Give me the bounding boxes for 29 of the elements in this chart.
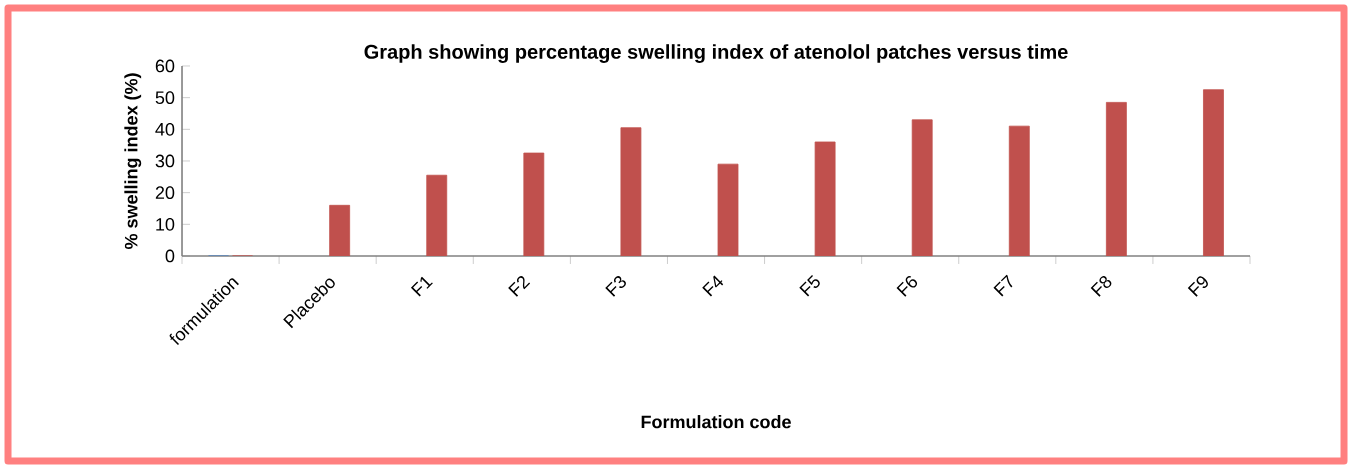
bar <box>1105 102 1127 256</box>
y-tick-label: 20 <box>155 186 175 200</box>
chart-title: Graph showing percentage swelling index of atenolol patches versus time <box>364 44 1068 63</box>
y-axis-title: % swelling index (%) <box>124 73 142 250</box>
bar <box>620 127 642 256</box>
bar <box>426 174 448 256</box>
y-tick-label: 50 <box>155 91 175 105</box>
x-tick-label: F8 <box>1090 276 1112 297</box>
y-tick-label: 40 <box>155 122 175 136</box>
y-tick-label: 60 <box>155 59 175 73</box>
bar <box>329 204 351 256</box>
y-tick-label: 0 <box>165 249 175 263</box>
y-tick-label: 10 <box>156 217 175 231</box>
x-tick-label: F7 <box>993 274 1013 297</box>
x-tick-label: F5 <box>799 275 820 297</box>
x-tick-label: F9 <box>1187 276 1208 297</box>
x-tick-label: F6 <box>896 276 918 297</box>
bar <box>523 152 545 256</box>
x-tick-label: F2 <box>508 276 531 297</box>
bar <box>1203 89 1224 256</box>
x-tick-label: F4 <box>702 275 724 297</box>
x-axis-title: Formulation code <box>641 415 791 429</box>
x-tick-label: F3 <box>605 276 626 297</box>
x-tick-label: F1 <box>410 276 433 297</box>
bar <box>911 119 933 256</box>
y-tick-label: 30 <box>155 154 175 168</box>
bar <box>717 163 739 256</box>
bar <box>814 141 836 256</box>
bar <box>1008 125 1030 256</box>
